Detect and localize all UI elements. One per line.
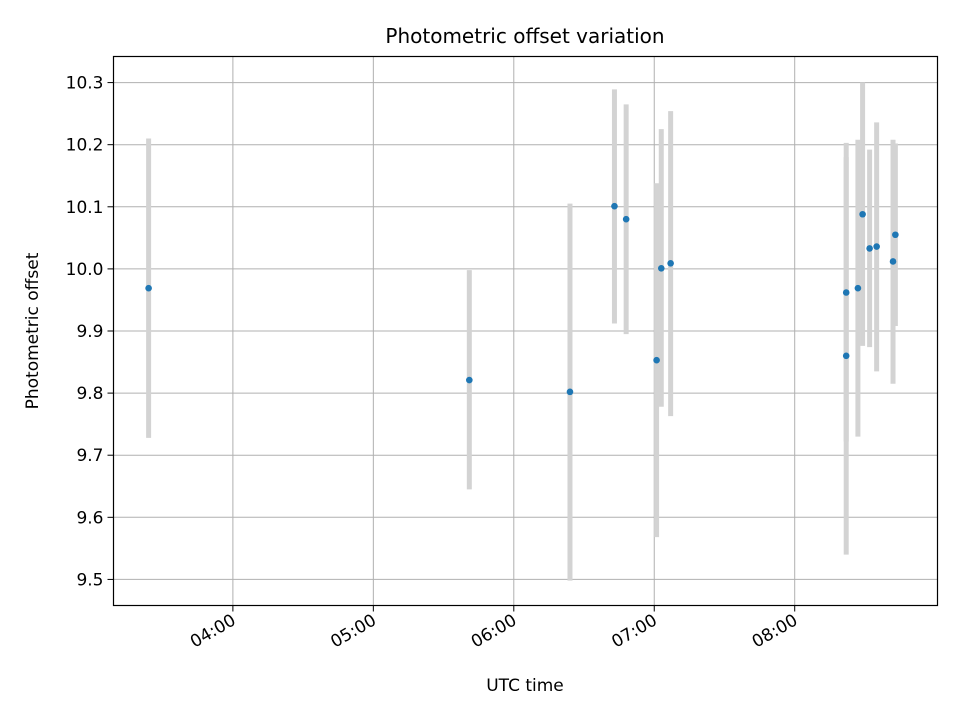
data-point <box>657 264 665 272</box>
grid-lines <box>113 56 938 606</box>
y-tick-label: 10.0 <box>66 260 104 280</box>
data-point <box>873 243 880 250</box>
y-tick-label: 10.3 <box>66 74 104 94</box>
x-axis-title: UTC time <box>486 676 564 696</box>
y-tick-label: 9.6 <box>76 508 103 528</box>
data-point <box>842 289 850 296</box>
y-tick-label: 9.7 <box>76 446 103 466</box>
data-point <box>566 388 574 396</box>
data-point <box>145 284 152 292</box>
y-axis-title: Photometric offset <box>23 252 43 409</box>
y-axis-ticks: 9.5 9.6 9.7 9.8 9.9 10.0 10.1 10.2 10.3 <box>66 74 114 590</box>
data-point <box>859 210 866 218</box>
y-tick-label: 9.9 <box>76 322 103 342</box>
y-tick-label: 10.1 <box>66 198 104 218</box>
data-point <box>466 376 473 384</box>
data-point <box>667 260 674 267</box>
data-point <box>854 284 862 292</box>
y-tick-label: 9.8 <box>76 384 103 404</box>
data-point <box>892 231 899 239</box>
data-point <box>653 356 660 364</box>
data-point <box>866 245 873 252</box>
y-tick-label: 10.2 <box>66 136 104 156</box>
data-point <box>842 352 850 360</box>
data-point <box>611 202 618 210</box>
data-point <box>889 258 897 265</box>
chart-title: Photometric offset variation <box>385 24 664 48</box>
data-points <box>145 202 899 396</box>
data-point <box>622 215 630 223</box>
y-tick-label: 9.5 <box>76 570 103 590</box>
